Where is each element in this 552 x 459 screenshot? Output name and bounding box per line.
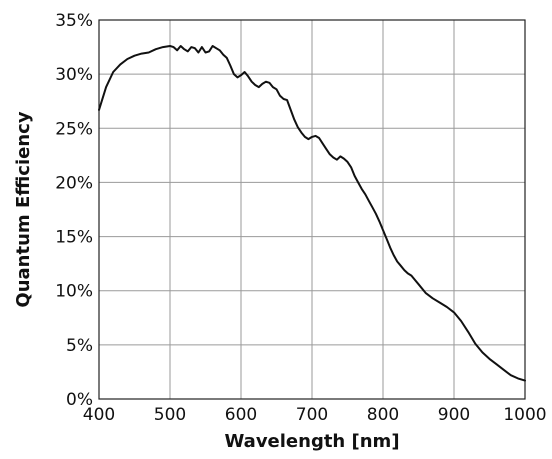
x-tick-label: 600 [225,405,257,425]
y-axis-ticks: 0% 5% 10% 15% 20% 25% 30% 35% [55,11,93,410]
x-tick-label: 800 [367,405,399,425]
series-layer [98,45,526,382]
y-tick-label: 15% [55,228,93,248]
grid [99,20,525,399]
y-tick-label: 30% [55,65,93,85]
y-tick-label: 0% [66,390,93,410]
plot-frame [98,19,526,400]
x-tick-label: 1000 [503,405,546,425]
x-tick-label: 500 [154,405,186,425]
x-axis-ticks: 400 500 600 700 800 900 1000 [83,405,547,425]
x-axis-title: Wavelength [nm] [224,431,399,452]
y-tick-label: 5% [66,336,93,356]
y-tick-label: 20% [55,173,93,193]
x-tick-label: 400 [83,405,115,425]
series-line [98,45,526,382]
y-tick-label: 35% [55,11,93,31]
y-tick-label: 25% [55,119,93,139]
y-tick-label: 10% [55,282,93,302]
x-tick-label: 900 [438,405,470,425]
x-tick-label: 700 [296,405,328,425]
y-axis-title: Quantum Efficiency [13,111,34,307]
